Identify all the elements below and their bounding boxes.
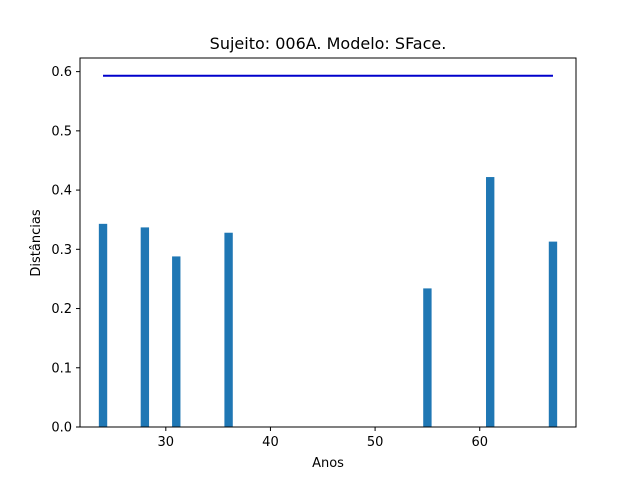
y-tick-label-0.1: 0.1 (51, 361, 72, 376)
chart-title: Sujeito: 006A. Modelo: SFace. (210, 34, 447, 53)
y-tick-label-0.2: 0.2 (51, 302, 72, 317)
y-tick-label-0.5: 0.5 (51, 124, 72, 139)
x-tick-label-60: 60 (471, 435, 488, 450)
bar-24 (98, 223, 108, 427)
y-tick-label-0.4: 0.4 (51, 184, 72, 199)
y-axis: 0.0 0.1 0.2 0.3 0.4 0.5 0.6 (51, 65, 80, 436)
y-tick-label-0.0: 0.0 (51, 421, 72, 436)
bar-61 (486, 177, 495, 427)
bar-55 (423, 288, 432, 427)
x-tick-label-40: 40 (262, 435, 279, 450)
y-axis-label: Distâncias (29, 209, 44, 276)
x-tick-label-30: 30 (158, 435, 175, 450)
y-tick-label-0.3: 0.3 (51, 243, 72, 258)
bar-31 (172, 256, 181, 427)
plot-frame (79, 57, 577, 428)
y-tick-label-0.6: 0.6 (51, 65, 72, 80)
bar-67 (548, 241, 558, 427)
x-axis-label: Anos (312, 456, 344, 471)
x-tick-label-50: 50 (367, 435, 384, 450)
bars-layer (98, 177, 558, 427)
x-axis: 30 40 50 60 (158, 427, 488, 450)
bar-28 (140, 227, 150, 427)
bar-36 (224, 232, 233, 427)
